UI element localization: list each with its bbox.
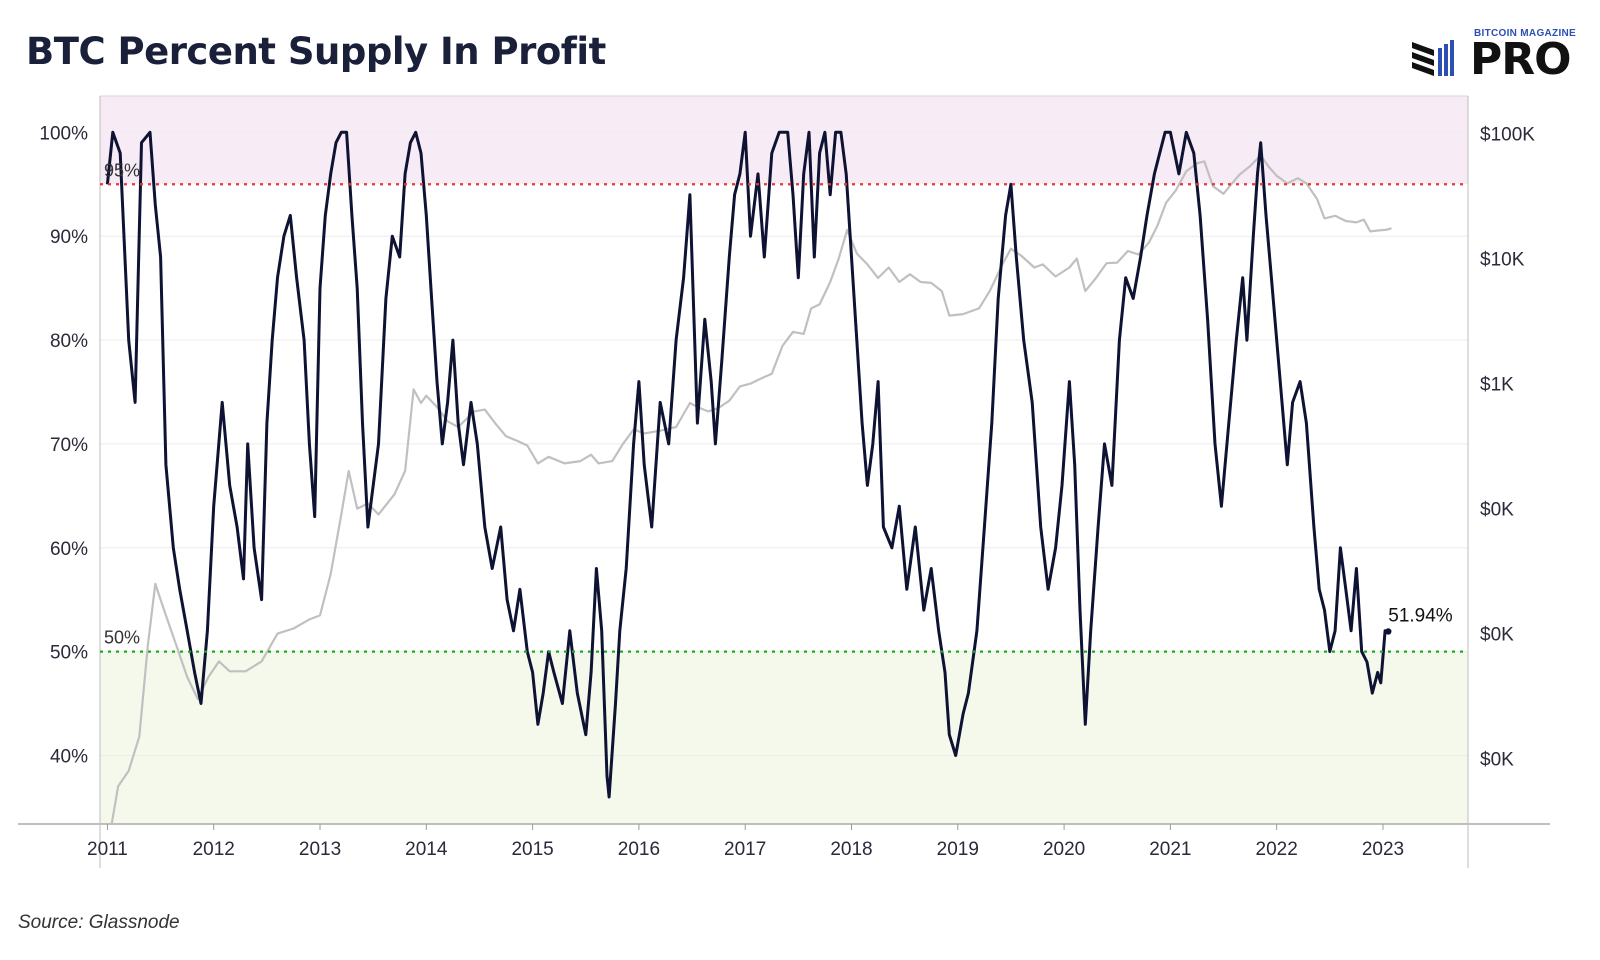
band-upper bbox=[100, 96, 1468, 185]
page-title: BTC Percent Supply In Profit bbox=[26, 30, 606, 73]
right-tick-label: $0K bbox=[1480, 625, 1514, 646]
right-axis-ticks: $100K $10K $1K $0K $0K $0K bbox=[1480, 125, 1535, 771]
x-tick-label: 2020 bbox=[1043, 839, 1085, 860]
right-tick-label: $10K bbox=[1480, 250, 1525, 271]
reference-label-95: 95% bbox=[104, 160, 140, 180]
x-tick-label: 2011 bbox=[87, 839, 128, 860]
x-axis-ticks: 2011 2012 2013 2014 2015 2016 2017 2018 2019 2020… bbox=[87, 824, 1404, 860]
x-tick-label: 2014 bbox=[405, 839, 448, 860]
last-value: 51.94% bbox=[1385, 605, 1453, 635]
bitcoin-magazine-bars-icon bbox=[1412, 40, 1454, 76]
bands bbox=[100, 96, 1468, 824]
reference-label-50: 50% bbox=[104, 628, 140, 648]
last-value-label: 51.94% bbox=[1388, 605, 1453, 626]
logo-main-text: PRO bbox=[1470, 34, 1572, 85]
source-note: Source: Glassnode bbox=[18, 912, 180, 933]
x-tick-label: 2022 bbox=[1256, 839, 1298, 860]
left-tick-label: 60% bbox=[50, 539, 88, 560]
band-lower bbox=[100, 651, 1468, 824]
left-tick-label: 40% bbox=[50, 746, 88, 767]
x-tick-label: 2021 bbox=[1149, 839, 1191, 860]
x-tick-label: 2016 bbox=[618, 839, 660, 860]
left-tick-label: 90% bbox=[50, 227, 88, 248]
reference-lines: 95% 50% bbox=[100, 160, 1468, 653]
right-tick-label: $0K bbox=[1480, 500, 1514, 521]
x-tick-label: 2018 bbox=[830, 839, 872, 860]
axes bbox=[18, 95, 1550, 868]
x-tick-label: 2017 bbox=[724, 839, 766, 860]
logo-top-text: BITCOIN MAGAZINE bbox=[1474, 28, 1577, 39]
right-tick-label: $0K bbox=[1480, 750, 1514, 771]
btc-price-line bbox=[110, 154, 1392, 825]
brand-logo: BITCOIN MAGAZINE PRO bbox=[1410, 28, 1590, 84]
right-tick-label: $1K bbox=[1480, 375, 1514, 396]
x-tick-label: 2012 bbox=[193, 839, 235, 860]
right-tick-label: $100K bbox=[1480, 125, 1535, 146]
left-tick-label: 80% bbox=[50, 331, 88, 352]
left-tick-label: 100% bbox=[39, 123, 88, 144]
price-series bbox=[110, 154, 1392, 825]
x-tick-label: 2013 bbox=[299, 839, 341, 860]
last-value-dot bbox=[1385, 628, 1392, 635]
x-tick-label: 2023 bbox=[1362, 839, 1404, 860]
x-tick-label: 2019 bbox=[937, 839, 979, 860]
left-tick-label: 50% bbox=[50, 643, 88, 664]
left-tick-label: 70% bbox=[50, 435, 88, 456]
gridlines bbox=[100, 131, 1468, 756]
left-axis-ticks: 40% 50% 60% 70% 80% 90% 100% bbox=[39, 123, 88, 767]
x-tick-label: 2015 bbox=[511, 839, 553, 860]
